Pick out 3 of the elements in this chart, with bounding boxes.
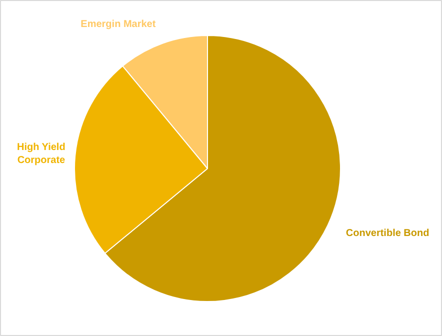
slice-label: Emergin Market	[80, 19, 156, 30]
slice-label: Convertible Bond	[346, 228, 430, 240]
slice-label: High Yield Corporate	[16, 142, 66, 166]
